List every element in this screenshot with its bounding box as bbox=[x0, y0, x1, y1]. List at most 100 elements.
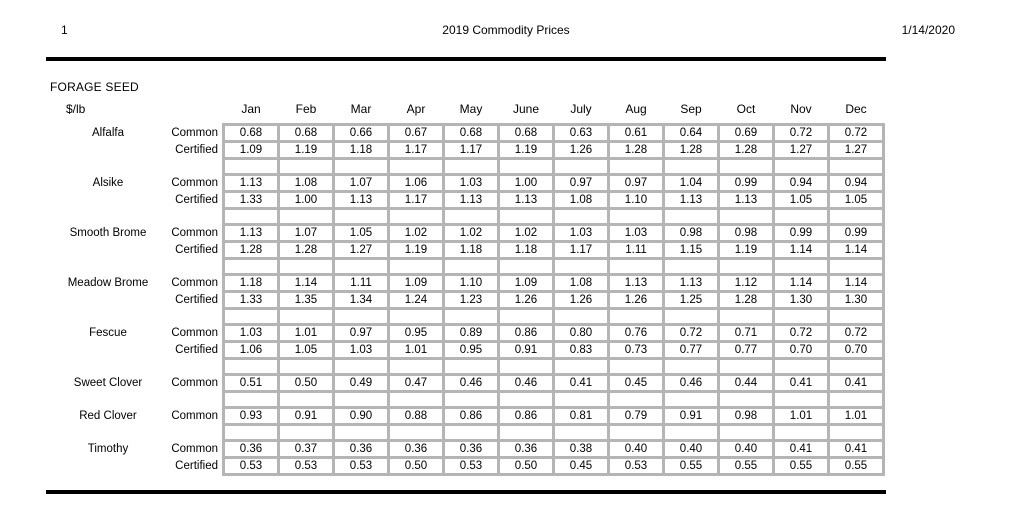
spacer-cell bbox=[775, 393, 827, 406]
price-cell: 0.72 bbox=[775, 326, 827, 340]
spacer-cell bbox=[610, 260, 662, 273]
spacer-cell bbox=[720, 260, 772, 273]
spacer-cell bbox=[445, 360, 497, 373]
price-cell: 0.89 bbox=[445, 326, 497, 340]
grade-label: Certified bbox=[175, 294, 218, 306]
spacer-cell bbox=[280, 426, 332, 439]
spacer-cell bbox=[280, 260, 332, 273]
spacer-row bbox=[49, 393, 882, 406]
price-cell: 0.77 bbox=[665, 343, 717, 357]
price-cell: 1.19 bbox=[720, 243, 772, 257]
spacer-row bbox=[49, 210, 882, 223]
spacer-cell bbox=[665, 210, 717, 223]
price-cell: 0.99 bbox=[720, 176, 772, 190]
price-cell: 1.08 bbox=[555, 276, 607, 290]
price-cell: 0.93 bbox=[225, 409, 277, 423]
price-cell: 1.26 bbox=[500, 293, 552, 307]
spacer-cell bbox=[720, 393, 772, 406]
table-row: Smooth Brome Common 1.13 1.07 1.05 1.02 1.02 1.… bbox=[49, 226, 882, 240]
table-header-row: $/lb Jan Feb Mar Apr May June July Aug Sep Oct Nov… bbox=[49, 95, 882, 123]
spacer-cell bbox=[665, 360, 717, 373]
price-cell: 1.27 bbox=[775, 143, 827, 157]
grade-label: Common bbox=[171, 327, 218, 339]
price-cell: 1.05 bbox=[335, 226, 387, 240]
spacer-row bbox=[49, 426, 882, 439]
spacer-cell bbox=[280, 360, 332, 373]
price-cell: 0.77 bbox=[720, 343, 772, 357]
spacer-cell bbox=[555, 360, 607, 373]
price-cell: 0.99 bbox=[775, 226, 827, 240]
price-cell: 1.28 bbox=[665, 143, 717, 157]
header-divider-rule bbox=[46, 57, 886, 61]
price-cell: 0.80 bbox=[555, 326, 607, 340]
price-cell: 1.28 bbox=[225, 243, 277, 257]
spacer-cell bbox=[665, 310, 717, 323]
spacer-cell bbox=[775, 260, 827, 273]
price-cell: 1.05 bbox=[775, 193, 827, 207]
spacer-cell bbox=[390, 310, 442, 323]
spacer-cell bbox=[225, 160, 277, 173]
table-row: Meadow Brome Common 1.18 1.14 1.11 1.09 1.10 1.… bbox=[49, 276, 882, 290]
month-header: Dec bbox=[845, 102, 867, 116]
table-row: Certified 1.28 1.28 1.27 1.19 1.18 1.18 1.17 1.1… bbox=[49, 243, 882, 257]
price-cell: 0.83 bbox=[555, 343, 607, 357]
spacer-row bbox=[49, 310, 882, 323]
price-cell: 0.46 bbox=[500, 376, 552, 390]
spacer-cell bbox=[830, 160, 882, 173]
month-header: July bbox=[570, 102, 592, 116]
table-row: Certified 1.33 1.35 1.34 1.24 1.23 1.26 1.26 1.2… bbox=[49, 293, 882, 307]
table-row: Red Clover Common 0.93 0.91 0.90 0.88 0.86 0.86… bbox=[49, 409, 882, 423]
spacer-cell bbox=[335, 310, 387, 323]
month-header: May bbox=[459, 102, 483, 116]
grade-label: Common bbox=[171, 227, 218, 239]
spacer-cell bbox=[335, 210, 387, 223]
price-cell: 0.91 bbox=[500, 343, 552, 357]
price-cell: 1.11 bbox=[335, 276, 387, 290]
header-spacer-cell bbox=[170, 95, 222, 123]
price-cell: 0.41 bbox=[555, 376, 607, 390]
spacer-cell bbox=[555, 210, 607, 223]
price-cell: 0.71 bbox=[720, 326, 772, 340]
price-cell: 1.23 bbox=[445, 293, 497, 307]
price-cell: 0.53 bbox=[335, 459, 387, 473]
price-cell: 1.14 bbox=[830, 243, 882, 257]
spacer-cell bbox=[280, 210, 332, 223]
price-cell: 0.79 bbox=[610, 409, 662, 423]
price-cell: 1.07 bbox=[335, 176, 387, 190]
spacer-cell bbox=[610, 210, 662, 223]
price-cell: 1.34 bbox=[335, 293, 387, 307]
month-header: Jan bbox=[241, 102, 261, 116]
spacer-label-cell bbox=[49, 360, 167, 373]
grade-label: Certified bbox=[175, 344, 218, 356]
table-row: Certified 1.06 1.05 1.03 1.01 0.95 0.91 0.83 0.7… bbox=[49, 343, 882, 357]
spacer-cell bbox=[280, 393, 332, 406]
price-cell: 1.19 bbox=[280, 143, 332, 157]
spacer-cell bbox=[500, 210, 552, 223]
price-cell: 1.17 bbox=[445, 143, 497, 157]
price-cell: 1.03 bbox=[555, 226, 607, 240]
spacer-label-cell bbox=[170, 360, 222, 373]
commodity-name-blank bbox=[49, 143, 167, 157]
grade-label: Certified bbox=[175, 244, 218, 256]
spacer-cell bbox=[555, 160, 607, 173]
price-cell: 0.95 bbox=[445, 343, 497, 357]
spacer-cell bbox=[445, 426, 497, 439]
spacer-cell bbox=[610, 426, 662, 439]
price-cell: 1.08 bbox=[280, 176, 332, 190]
spacer-row bbox=[49, 260, 882, 273]
spacer-cell bbox=[665, 426, 717, 439]
price-cell: 0.41 bbox=[775, 376, 827, 390]
price-cell: 1.28 bbox=[720, 293, 772, 307]
price-cell: 1.26 bbox=[555, 143, 607, 157]
price-cell: 1.13 bbox=[225, 226, 277, 240]
price-cell: 1.14 bbox=[280, 276, 332, 290]
price-cell: 1.03 bbox=[445, 176, 497, 190]
price-cell: 1.13 bbox=[335, 193, 387, 207]
spacer-cell bbox=[445, 160, 497, 173]
spacer-label-cell bbox=[170, 160, 222, 173]
price-cell: 0.38 bbox=[555, 442, 607, 456]
spacer-label-cell bbox=[49, 160, 167, 173]
price-cell: 0.50 bbox=[500, 459, 552, 473]
spacer-cell bbox=[390, 160, 442, 173]
price-cell: 0.53 bbox=[280, 459, 332, 473]
